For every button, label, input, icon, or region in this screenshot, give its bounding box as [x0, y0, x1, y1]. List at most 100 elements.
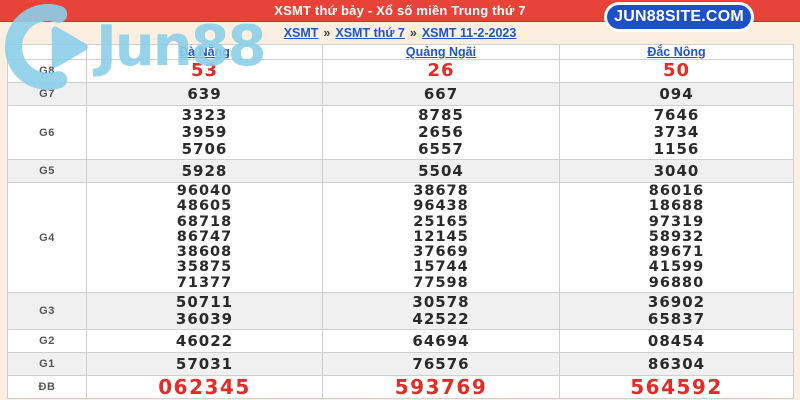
prize-numbers: 50711 36039 [86, 292, 323, 331]
prize-numbers: 64694 [322, 329, 560, 354]
prize-label: G6 [7, 105, 87, 160]
prize-row: G6 3323 3959 5706 8785 2656 6557 7646 3734 1156 [7, 105, 794, 160]
lottery-number: 3959 [181, 123, 228, 141]
lottery-number: 38608 [176, 244, 233, 261]
lottery-number: 64694 [412, 332, 470, 351]
lottery-number: 38678 [413, 183, 469, 199]
lottery-number: 57031 [175, 355, 234, 374]
prize-label: G5 [7, 159, 87, 183]
lottery-number: 68718 [176, 213, 233, 230]
column-header-quang-ngai: Quảng Ngãi [322, 44, 560, 60]
lottery-number: 96438 [413, 198, 469, 215]
lottery-number: 08454 [647, 332, 706, 351]
prize-numbers: 86016 18688 97319 58932 89671 41599 96880 [559, 181, 794, 294]
prize-row: G7 639 667 094 [7, 82, 794, 106]
prize-numbers: 96040 48605 68718 86747 38608 35875 71377 [86, 181, 323, 294]
prize-row: G2 46022 64694 08454 [7, 329, 794, 354]
site-badge-label: JUN88SITE.COM [614, 8, 744, 25]
lottery-number: 96040 [176, 183, 233, 199]
prize-numbers: 76576 [322, 352, 560, 377]
prize-numbers: 667 [322, 82, 560, 106]
lottery-number: 6557 [418, 140, 464, 158]
prize-numbers: 5928 [86, 159, 323, 183]
lottery-number: 76576 [412, 355, 470, 374]
prize-numbers: 639 [86, 82, 323, 106]
prize-numbers: 30578 42522 [322, 292, 560, 331]
lottery-number: 26 [427, 60, 455, 81]
lottery-number: 12145 [413, 228, 469, 245]
breadcrumb-separator: » [409, 26, 417, 40]
lottery-number: 48605 [176, 198, 233, 215]
prize-label: G4 [7, 181, 87, 294]
lottery-number: 3323 [181, 106, 228, 124]
lottery-number: 667 [423, 85, 459, 103]
prize-numbers: 593769 [322, 375, 560, 400]
lottery-number: 5706 [181, 140, 228, 158]
lottery-number: 50 [662, 60, 691, 81]
prize-numbers: 50 [559, 59, 794, 83]
prize-numbers: 8785 2656 6557 [322, 105, 560, 160]
prize-numbers: 57031 [86, 352, 323, 377]
lottery-number: 5928 [181, 162, 228, 180]
lottery-number: 2656 [418, 123, 464, 141]
lottery-number: 18688 [648, 198, 705, 215]
lottery-number: 1156 [653, 140, 700, 158]
prize-numbers: 3040 [559, 159, 794, 183]
prize-row: G5 5928 5504 3040 [7, 159, 794, 183]
lottery-number: 3040 [653, 162, 700, 180]
prize-row: G1 57031 76576 86304 [7, 352, 794, 377]
column-header-dac-nong: Đắc Nông [559, 44, 794, 60]
lottery-number: 25165 [413, 213, 469, 230]
lottery-number: 42522 [412, 310, 470, 329]
breadcrumb-link-xsmt-date[interactable]: XSMT 11-2-2023 [421, 26, 517, 40]
prize-label: G1 [7, 352, 87, 377]
province-header-row: Đà Nẵng Quảng Ngãi Đắc Nông [7, 44, 794, 60]
lottery-number: 8785 [418, 106, 464, 124]
lottery-number: 58932 [648, 228, 705, 245]
breadcrumb-link-xsmt-thu-7[interactable]: XSMT thứ 7 [335, 26, 405, 40]
prize-numbers: 36902 65837 [559, 292, 794, 331]
lottery-number: 89671 [648, 244, 705, 261]
prize-numbers: 08454 [559, 329, 794, 354]
lottery-number: 37669 [413, 244, 469, 261]
lottery-number: 5504 [418, 162, 464, 180]
results-body: G8 53 26 50 G7 639 667 094 G6 3323 3959 5706 8785 265… [7, 59, 794, 400]
lottery-number: 50711 [175, 293, 234, 312]
lottery-number: 71377 [176, 274, 233, 291]
prize-row: G4 96040 48605 68718 86747 38608 35875 71377 386… [7, 181, 794, 294]
prize-label: G7 [7, 82, 87, 106]
lottery-number: 062345 [158, 375, 251, 400]
lottery-number: 564592 [630, 375, 723, 400]
breadcrumb-link-xsmt[interactable]: XSMT [283, 26, 319, 40]
lottery-number: 96880 [648, 274, 705, 291]
lottery-number: 593769 [394, 375, 488, 400]
lottery-number: 36902 [647, 293, 706, 312]
prize-numbers: 53 [86, 59, 323, 83]
lottery-number: 86016 [648, 183, 705, 199]
lottery-number: 41599 [648, 259, 705, 276]
prize-label: G3 [7, 292, 87, 331]
lottery-number: 7646 [653, 106, 700, 124]
province-link-da-nang[interactable]: Đà Nẵng [179, 45, 230, 59]
prize-row: G8 53 26 50 [7, 59, 794, 83]
prize-numbers: 26 [322, 59, 560, 83]
prize-label: G8 [7, 59, 87, 83]
prize-numbers: 46022 [86, 329, 323, 354]
lottery-number: 15744 [413, 259, 469, 276]
results-table: Đà Nẵng Quảng Ngãi Đắc Nông G8 53 26 50 G7 63… [7, 44, 794, 400]
lottery-number: 35875 [176, 259, 233, 276]
province-link-quang-ngai[interactable]: Quảng Ngãi [405, 45, 477, 59]
prize-numbers: 38678 96438 25165 12145 37669 15744 77598 [322, 181, 560, 294]
prize-row: G3 50711 36039 30578 42522 36902 65837 [7, 292, 794, 331]
lottery-number: 86747 [176, 228, 233, 245]
prize-numbers: 7646 3734 1156 [559, 105, 794, 160]
prize-column-header [7, 44, 87, 60]
prize-numbers: 564592 [559, 375, 794, 400]
site-badge[interactable]: JUN88SITE.COM [604, 2, 754, 32]
lottery-number: 639 [187, 85, 222, 103]
lottery-number: 36039 [175, 310, 234, 329]
lottery-number: 65837 [647, 310, 706, 329]
province-link-dac-nong[interactable]: Đắc Nông [647, 45, 706, 59]
prize-numbers: 5504 [322, 159, 560, 183]
